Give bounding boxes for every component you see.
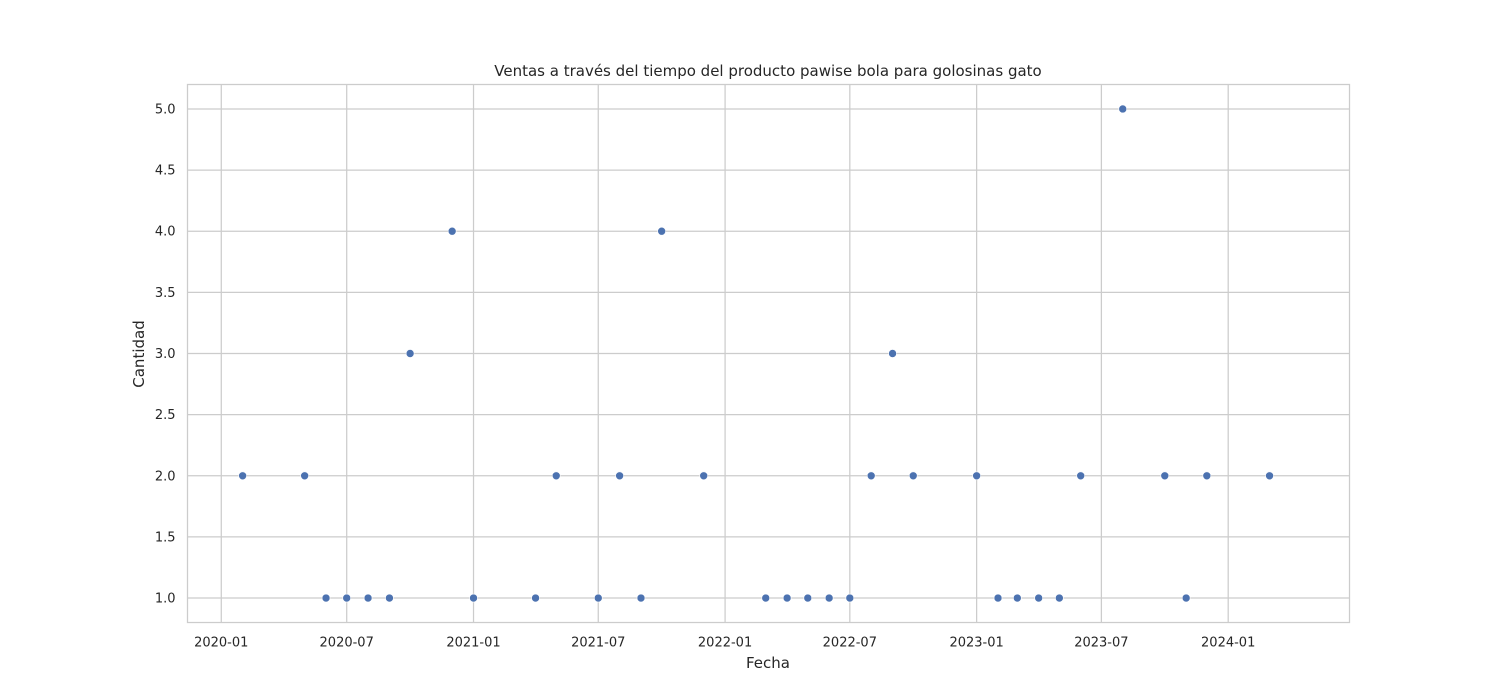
data-point bbox=[615, 471, 624, 481]
x-tick-label: 2020-07 bbox=[320, 636, 374, 651]
chart-title: Ventas a través del tiempo del producto … bbox=[494, 62, 1041, 80]
plot-frame bbox=[186, 83, 1351, 624]
x-tick-label: 2021-07 bbox=[571, 636, 625, 651]
grid-lines bbox=[187, 84, 1350, 623]
data-point bbox=[782, 593, 792, 603]
x-tick-label: 2022-01 bbox=[698, 636, 752, 651]
data-point bbox=[385, 593, 394, 603]
data-point bbox=[1034, 593, 1043, 603]
y-tick-label: 2.0 bbox=[155, 469, 176, 484]
data-point bbox=[972, 471, 981, 481]
y-axis-label: Cantidad bbox=[130, 320, 148, 387]
data-point bbox=[824, 593, 834, 603]
data-point bbox=[657, 226, 666, 236]
data-point bbox=[363, 593, 373, 603]
data-point bbox=[531, 593, 540, 603]
data-point bbox=[1160, 471, 1170, 481]
data-point bbox=[1013, 593, 1022, 603]
data-point bbox=[1202, 471, 1212, 481]
data-point bbox=[300, 471, 309, 481]
x-tick-label: 2024-01 bbox=[1201, 636, 1255, 651]
data-point bbox=[551, 471, 561, 481]
data-point bbox=[699, 471, 709, 481]
y-tick-label: 2.5 bbox=[155, 408, 176, 423]
data-point bbox=[866, 471, 876, 481]
data-point bbox=[1076, 471, 1086, 481]
data-point bbox=[321, 593, 331, 603]
data-point bbox=[238, 471, 247, 481]
x-tick-label: 2020-01 bbox=[194, 636, 248, 651]
data-point bbox=[993, 593, 1003, 603]
y-tick-label: 1.5 bbox=[155, 530, 176, 545]
data-point bbox=[593, 593, 603, 603]
y-tick-label: 1.0 bbox=[155, 592, 176, 607]
data-point bbox=[1181, 593, 1191, 603]
data-point bbox=[761, 593, 771, 603]
data-point bbox=[845, 593, 855, 603]
data-point bbox=[469, 593, 478, 603]
x-tick-label: 2022-07 bbox=[823, 636, 877, 651]
x-tick-label: 2023-07 bbox=[1074, 636, 1128, 651]
data-point bbox=[1265, 471, 1274, 481]
data-point bbox=[405, 349, 415, 358]
data-point bbox=[636, 593, 646, 603]
data-point bbox=[908, 471, 918, 481]
y-tick-label: 4.0 bbox=[155, 225, 176, 240]
y-tick-labels: 1.0 1.5 2.0 2.5 3.0 3.5 4.0 4.5 5.0 bbox=[155, 102, 176, 606]
data-points bbox=[238, 104, 1274, 603]
y-tick-label: 3.5 bbox=[155, 286, 176, 301]
data-point bbox=[803, 593, 813, 603]
data-point bbox=[888, 349, 897, 358]
data-point bbox=[342, 593, 352, 603]
y-tick-label: 4.5 bbox=[155, 164, 176, 179]
data-point bbox=[1055, 593, 1064, 603]
x-tick-label: 2023-01 bbox=[949, 636, 1003, 651]
x-tick-labels: 2020-01 2020-07 2021-01 2021-07 2022-01 2022-… bbox=[194, 636, 1255, 651]
x-axis-label: Fecha bbox=[746, 654, 790, 672]
data-point bbox=[1118, 104, 1128, 114]
data-point bbox=[447, 226, 457, 236]
y-tick-label: 3.0 bbox=[155, 347, 176, 362]
y-tick-label: 5.0 bbox=[155, 102, 176, 117]
x-tick-label: 2021-01 bbox=[446, 636, 500, 651]
